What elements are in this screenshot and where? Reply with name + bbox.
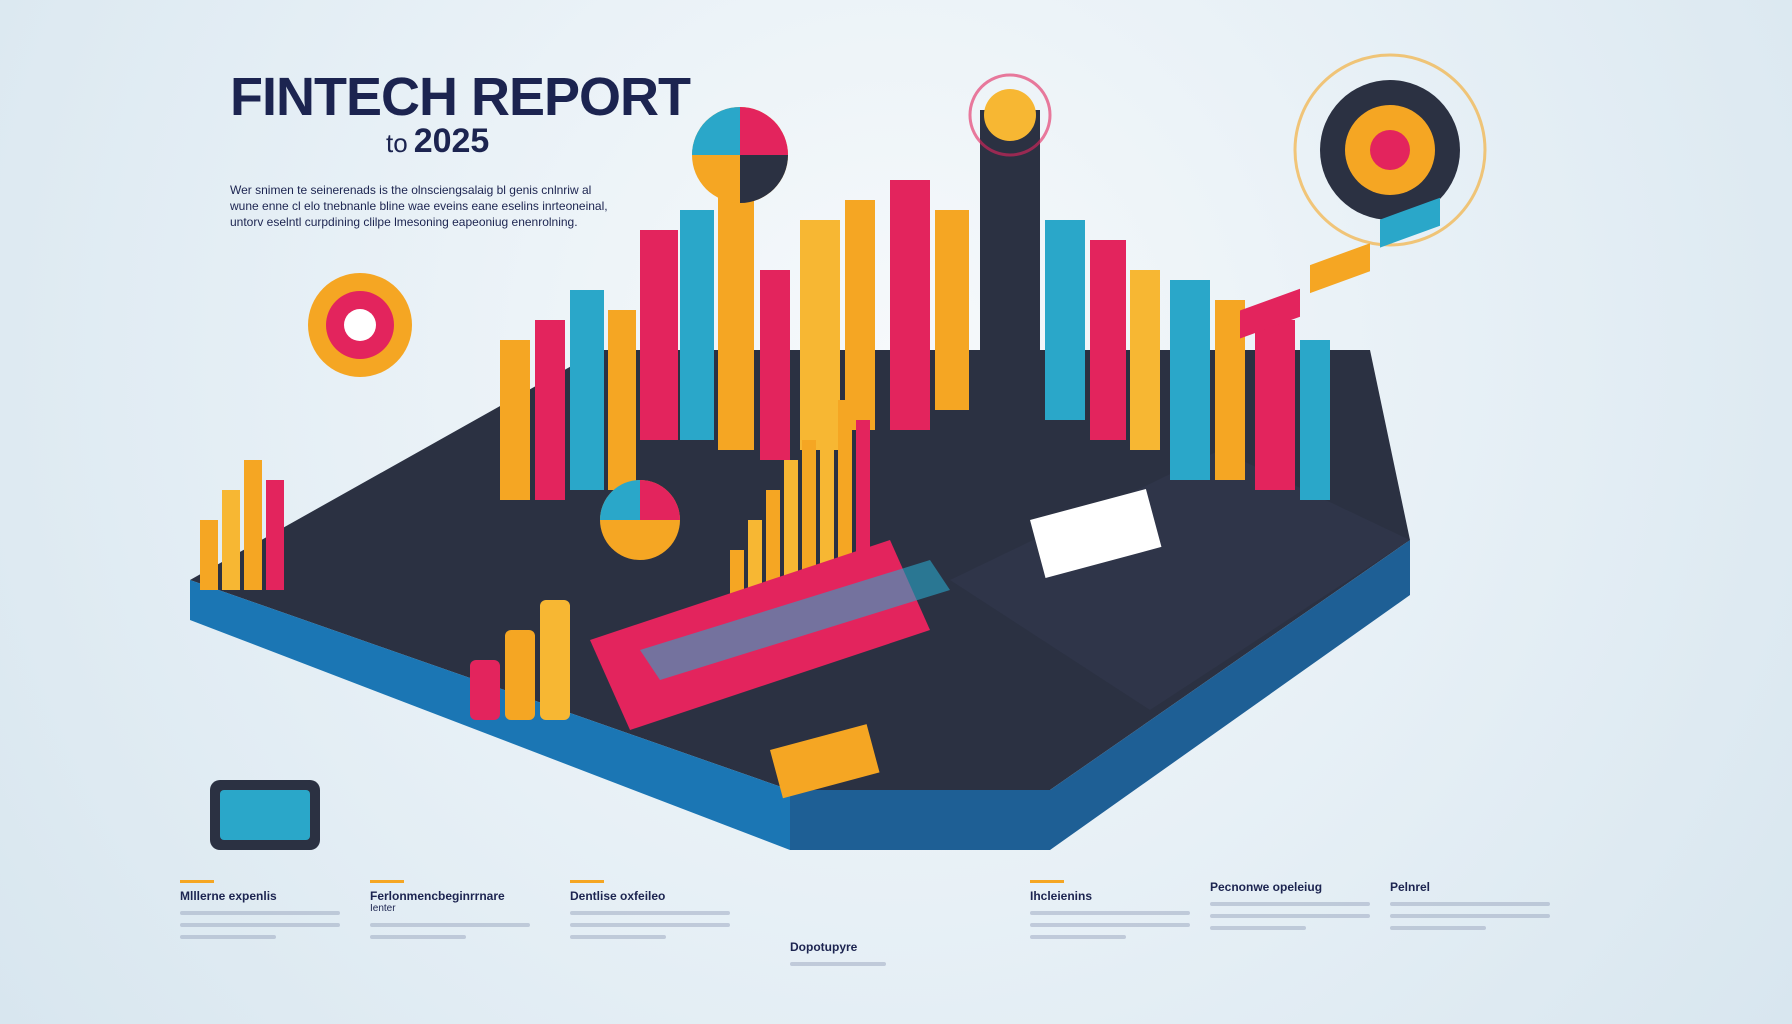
pie-floating-slice bbox=[692, 107, 740, 155]
pie-floating-slice bbox=[740, 155, 788, 203]
tower bbox=[935, 210, 969, 410]
tower bbox=[680, 210, 714, 440]
tower bbox=[1045, 220, 1085, 420]
bar bbox=[222, 490, 240, 590]
footer-col-sub: Ienter bbox=[370, 903, 396, 915]
footer-col-line bbox=[180, 935, 276, 940]
tower bbox=[845, 200, 875, 430]
footer-col: Dentlise oxfeileo bbox=[570, 880, 730, 990]
pie-platform-slice bbox=[640, 480, 680, 520]
footer-col: Mlllerne expenlis bbox=[180, 880, 340, 990]
footer-col-rule bbox=[1030, 880, 1064, 883]
tower bbox=[890, 180, 930, 430]
tower bbox=[1090, 240, 1126, 440]
pie-platform-slice bbox=[600, 480, 640, 520]
footer-col-title: Pelnrel bbox=[1390, 880, 1431, 894]
tower bbox=[980, 110, 1040, 410]
subtitle-prefix: to bbox=[386, 128, 408, 158]
footer-col: Ihcleienins bbox=[1030, 880, 1190, 990]
footer-col-line bbox=[180, 923, 340, 928]
footer-col-rule bbox=[180, 880, 214, 883]
footer-col: Ferlonmencbeginrrnare Ienter bbox=[370, 880, 530, 990]
tower bbox=[1170, 280, 1210, 480]
platform-side-right bbox=[790, 540, 1410, 850]
footer-col-line bbox=[1210, 926, 1306, 931]
bulb-glow bbox=[968, 73, 1052, 157]
report-subtitle: to 2025 bbox=[386, 124, 489, 158]
doc-card bbox=[1030, 488, 1162, 578]
coin-stack bbox=[470, 660, 500, 720]
doc-card bbox=[770, 724, 880, 799]
tower bbox=[570, 290, 604, 490]
tower bbox=[760, 270, 790, 460]
footer-col: Pelnrel bbox=[1390, 880, 1550, 990]
tower bbox=[800, 220, 840, 450]
block bbox=[1240, 288, 1300, 339]
footer-col-line bbox=[370, 935, 466, 940]
bulb bbox=[984, 89, 1036, 141]
footer-col-title: Mlllerne expenlis bbox=[180, 889, 277, 903]
tower bbox=[535, 320, 565, 500]
footer-col: Dopotupyre bbox=[790, 940, 950, 1024]
footer-col-line bbox=[1390, 902, 1550, 907]
graph-slab-shadow bbox=[640, 560, 950, 680]
footer-col-title: Ferlonmencbeginrrnare bbox=[370, 889, 505, 903]
block bbox=[1310, 243, 1370, 294]
footer-col-line bbox=[1210, 914, 1370, 919]
tower bbox=[1255, 320, 1295, 490]
target-left-inner bbox=[344, 309, 376, 341]
intro-line: wune enne cl elo tnebnanle bline wae eve… bbox=[230, 199, 608, 214]
subtitle-year: 2025 bbox=[413, 122, 490, 160]
footer-col-line bbox=[570, 935, 666, 940]
coin-stack bbox=[505, 630, 535, 720]
intro-paragraph: Wer snimen te seinerenads is the olnscie… bbox=[230, 182, 660, 231]
tower bbox=[718, 190, 754, 450]
footer-col-line bbox=[1210, 902, 1370, 907]
footer-col-title: Dopotupyre bbox=[790, 940, 858, 954]
donut-right-ring bbox=[1293, 53, 1487, 247]
footer-col-line bbox=[570, 911, 730, 916]
bar bbox=[244, 460, 262, 590]
tower bbox=[1300, 340, 1330, 500]
footer-col-line bbox=[1030, 935, 1126, 940]
footer-col-rule bbox=[570, 880, 604, 883]
bar-cluster-left bbox=[200, 460, 284, 590]
tablet-screen bbox=[220, 790, 310, 840]
floating-blocks bbox=[1240, 197, 1440, 339]
tower bbox=[1130, 270, 1160, 450]
footer-col-title: Pecnonwe opeleiug bbox=[1210, 880, 1323, 894]
tower bbox=[500, 340, 530, 500]
report-title: FINTECH REPORT bbox=[230, 67, 691, 127]
block bbox=[1380, 197, 1440, 248]
intro-line: Wer snimen te seinerenads is the olnscie… bbox=[230, 183, 592, 197]
footer-col-line bbox=[1030, 923, 1190, 928]
bar bbox=[266, 480, 284, 590]
footer-columns: Mlllerne expenlis Ferlonmencbeginrrnare … bbox=[170, 880, 1630, 1010]
footer-col-line bbox=[570, 923, 730, 928]
footer-col-line bbox=[370, 923, 530, 928]
footer-col-line bbox=[1390, 914, 1550, 919]
coin-stacks bbox=[470, 600, 570, 720]
footer-col-title: Dentlise oxfeileo bbox=[570, 889, 666, 903]
footer-col-title: Ihcleienins bbox=[1030, 889, 1093, 903]
footer-col-line bbox=[1030, 911, 1190, 916]
fintech-city-illustration bbox=[190, 53, 1487, 850]
pie-floating-slice bbox=[740, 107, 788, 155]
bar bbox=[200, 520, 218, 590]
footer-col-line bbox=[180, 911, 340, 916]
report-header: FINTECH REPORT to 2025 Wer snimen te sein… bbox=[230, 67, 750, 229]
donut-right-center bbox=[1370, 130, 1410, 170]
tower bbox=[608, 310, 636, 490]
coin-stack bbox=[540, 600, 570, 720]
platform-right-top bbox=[950, 450, 1410, 710]
tower bbox=[640, 230, 678, 440]
skyline bbox=[500, 110, 1330, 500]
footer-col-line bbox=[790, 962, 886, 967]
intro-line: untorv eselntl curpdining clilpe lmesoni… bbox=[230, 215, 578, 230]
footer-col-line bbox=[1390, 926, 1486, 931]
footer-col: Pecnonwe opeleiug bbox=[1210, 880, 1370, 990]
footer-col-rule bbox=[370, 880, 404, 883]
